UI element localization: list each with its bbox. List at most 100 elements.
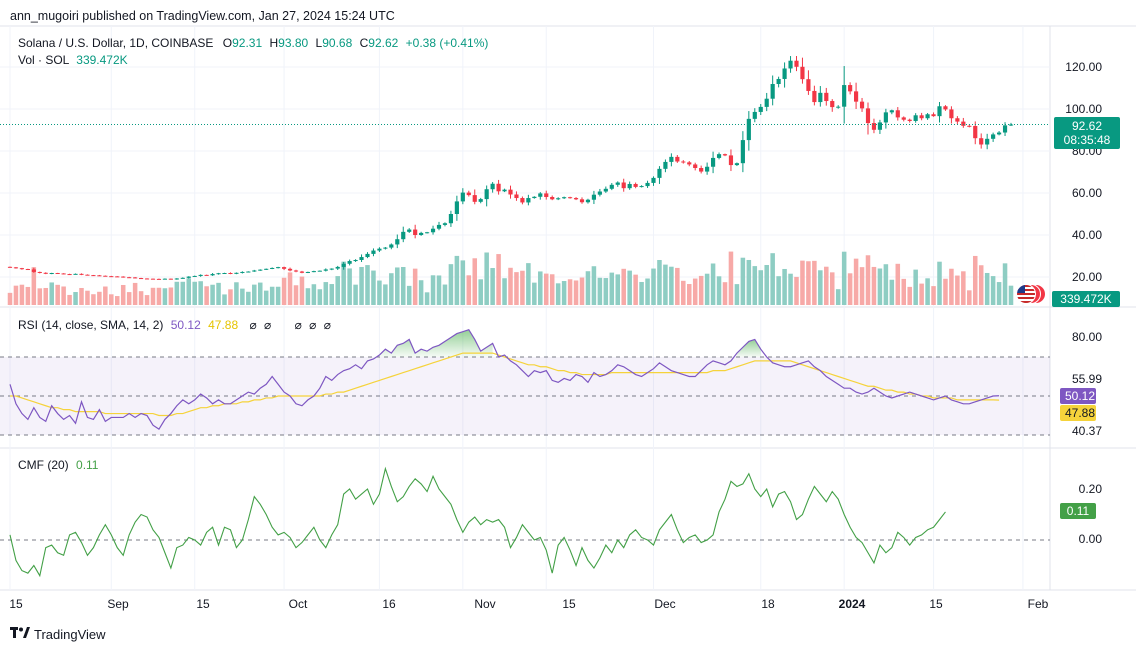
candle-body bbox=[1002, 125, 1008, 133]
candle-body bbox=[246, 271, 251, 273]
volume-tag: 339.472K bbox=[1052, 291, 1120, 307]
volume-bar bbox=[252, 284, 257, 305]
candle-body bbox=[442, 223, 448, 225]
volume-bar bbox=[216, 282, 221, 305]
volume-bar bbox=[931, 286, 936, 305]
candle-body bbox=[609, 184, 614, 189]
volume-bar bbox=[579, 277, 585, 305]
candle-body bbox=[413, 229, 418, 235]
candle-body bbox=[865, 108, 871, 124]
volume-bar bbox=[406, 285, 412, 305]
published-line: ann_mugoiri published on TradingView.com… bbox=[10, 9, 395, 23]
volume-bar bbox=[400, 266, 406, 305]
volume-bar bbox=[740, 257, 746, 305]
candle-body bbox=[996, 132, 1002, 135]
candle-body bbox=[31, 269, 36, 272]
volume-bar bbox=[806, 261, 811, 305]
time-axis-label: Feb bbox=[1027, 597, 1049, 611]
rsi-sma-line bbox=[10, 352, 1000, 417]
volume-bar bbox=[651, 268, 656, 305]
volume-bar bbox=[436, 275, 442, 305]
time-axis-label: 15 bbox=[562, 597, 576, 611]
volume-bar bbox=[829, 272, 835, 305]
volume-bar bbox=[460, 260, 466, 305]
candle-body bbox=[830, 101, 835, 108]
cmf-line bbox=[9, 466, 946, 578]
volume-bar bbox=[609, 272, 615, 305]
volume-bar bbox=[990, 276, 996, 305]
candle-body bbox=[633, 183, 638, 187]
candle-body bbox=[335, 266, 340, 269]
candle-body bbox=[550, 196, 555, 200]
volume-bar bbox=[585, 271, 591, 305]
candle-body bbox=[186, 276, 191, 278]
candle-body bbox=[949, 109, 954, 119]
cmf-axis-label: 0.00 bbox=[1078, 532, 1102, 546]
price-legend: Solana / U.S. Dollar, 1D, COINBASE O92.3… bbox=[18, 36, 488, 50]
volume-bar bbox=[716, 276, 722, 305]
candle-body bbox=[502, 189, 507, 192]
candle-body bbox=[824, 92, 829, 102]
rsi-legend: RSI (14, close, SMA, 14, 2) 50.12 47.88 … bbox=[18, 318, 333, 332]
volume-bar bbox=[776, 276, 781, 305]
candle-body bbox=[174, 278, 179, 280]
candle-body bbox=[25, 269, 30, 271]
volume-bar bbox=[49, 282, 54, 305]
candle-body bbox=[538, 193, 543, 197]
candle-body bbox=[79, 273, 84, 275]
time-axis-label: Oct bbox=[288, 597, 308, 611]
candle-body bbox=[931, 114, 936, 117]
volume-bar bbox=[13, 285, 19, 305]
volume-bar bbox=[692, 278, 698, 305]
volume-bar bbox=[722, 282, 728, 305]
us-flag-events-icon[interactable] bbox=[1016, 284, 1050, 304]
candle-body bbox=[567, 197, 573, 199]
candle-body bbox=[764, 98, 769, 107]
volume-bar bbox=[79, 287, 84, 305]
volume-bar bbox=[573, 280, 579, 305]
candle-body bbox=[67, 274, 72, 276]
candle-body bbox=[615, 182, 620, 185]
candle-body bbox=[752, 111, 757, 119]
volume-bar bbox=[514, 272, 519, 305]
volume-legend: Vol · SOL 339.472K bbox=[18, 53, 128, 67]
cmf-label: CMF (20) bbox=[18, 458, 69, 472]
volume-bar bbox=[341, 261, 346, 305]
candle-body bbox=[603, 188, 608, 192]
rsi-label: RSI (14, close, SMA, 14, 2) bbox=[18, 318, 164, 332]
volume-bar bbox=[335, 276, 340, 305]
volume-bar bbox=[150, 287, 156, 305]
volume-bar bbox=[496, 254, 501, 305]
candle-body bbox=[61, 273, 66, 275]
volume-bar bbox=[877, 268, 883, 305]
volume-bar bbox=[681, 280, 686, 305]
candle-body bbox=[848, 85, 853, 92]
candle-body bbox=[579, 199, 585, 203]
candle-body bbox=[812, 90, 817, 103]
volume-bar bbox=[162, 288, 168, 305]
candle-body bbox=[156, 278, 162, 280]
candle-body bbox=[967, 125, 972, 127]
o-label: O bbox=[222, 36, 233, 50]
volume-bar bbox=[67, 294, 72, 305]
candle-body bbox=[800, 66, 805, 80]
volume-bar bbox=[824, 266, 829, 305]
volume-bar bbox=[967, 290, 972, 305]
tradingview-footer[interactable]: TradingView bbox=[10, 627, 106, 642]
volume-bar bbox=[835, 289, 841, 305]
candle-body bbox=[907, 119, 912, 121]
candle-body bbox=[240, 271, 245, 273]
candle-body bbox=[121, 276, 126, 278]
candle-body bbox=[657, 168, 662, 178]
candle-body bbox=[276, 267, 281, 269]
candle-body bbox=[770, 84, 775, 99]
volume-bar bbox=[710, 263, 716, 305]
volume-bar bbox=[883, 264, 889, 305]
volume-bar bbox=[37, 288, 43, 305]
candle-body bbox=[776, 78, 781, 85]
volume-bar bbox=[937, 261, 942, 305]
candle-body bbox=[419, 232, 424, 235]
volume-bar bbox=[657, 260, 662, 305]
volume-bar bbox=[424, 292, 430, 305]
